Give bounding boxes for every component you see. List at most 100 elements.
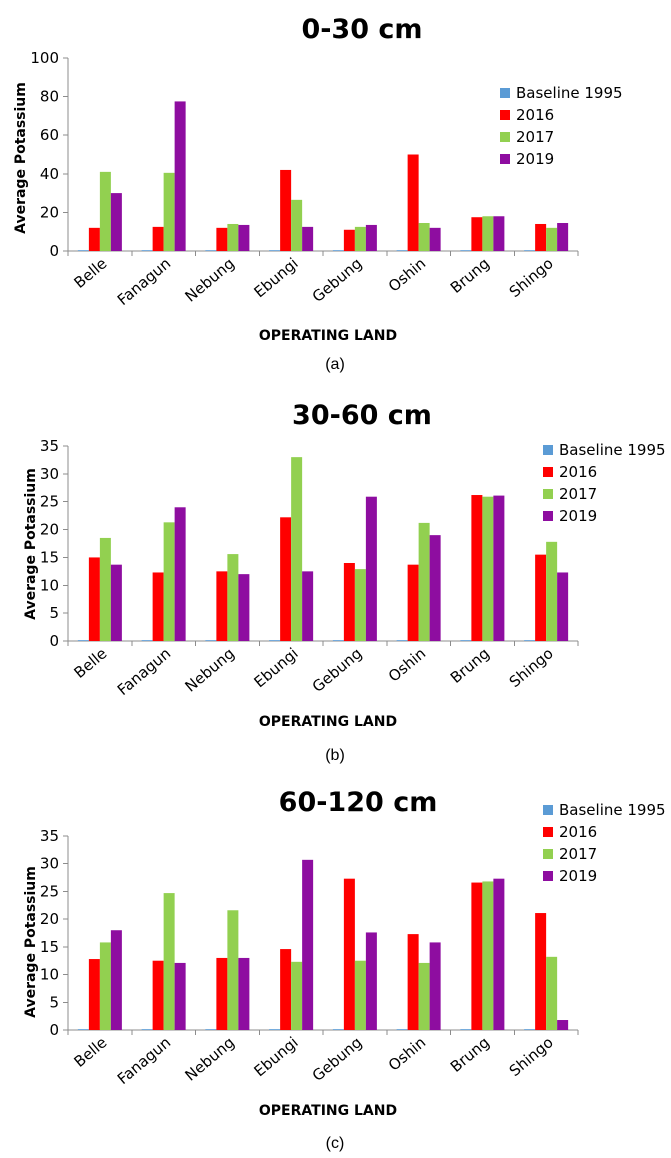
panel-caption: (c) — [326, 1135, 345, 1152]
bar-2016-fanagun — [152, 960, 164, 1030]
y-tick-label: 5 — [49, 604, 59, 622]
y-tick-label: 20 — [40, 910, 59, 928]
x-axis-label: OPERATING LAND — [259, 1103, 397, 1119]
legend-label: 2017 — [559, 485, 597, 503]
x-axis-label: OPERATING LAND — [259, 714, 397, 730]
bar-2016-shingo — [535, 223, 547, 251]
bar-baseline-1995-nebung — [205, 250, 217, 251]
y-tick-label: 25 — [40, 493, 59, 511]
bar-2019-brung — [493, 878, 505, 1030]
bar-2016-fanagun — [152, 572, 164, 641]
legend-item: 2019 — [543, 867, 597, 885]
x-category-label: Fanagun — [114, 1033, 174, 1088]
bar-baseline-1995-gebung — [332, 250, 344, 251]
bar-baseline-1995-shingo — [524, 250, 536, 251]
bar-baseline-1995-ebungi — [269, 640, 281, 641]
y-tick-label: 10 — [40, 576, 59, 594]
bar-2017-ebungi — [291, 199, 303, 251]
bar-2016-nebung — [216, 227, 228, 251]
x-category-label: Ebungi — [251, 644, 302, 691]
bar-2016-belle — [88, 557, 100, 641]
chart-title: 60-120 cm — [279, 787, 438, 818]
bar-2019-fanagun — [174, 962, 186, 1030]
x-category-label: Nebung — [182, 254, 238, 305]
bar-2019-oshin — [429, 942, 441, 1030]
legend-swatch — [543, 489, 553, 499]
bar-2017-brung — [482, 881, 494, 1030]
bar-2016-belle — [88, 959, 100, 1030]
bar-2017-fanagun — [163, 893, 175, 1030]
y-tick-label: 80 — [40, 88, 59, 106]
plot-area: 0 20 40 60 80 100 Belle Fanagun Nebung Ebungi Gebu… — [30, 49, 579, 309]
legend: Baseline 1995 2016 2017 2019 — [543, 441, 666, 525]
panel-caption: (b) — [325, 747, 345, 764]
bar-2019-gebung — [365, 224, 377, 251]
legend-item: 2019 — [543, 507, 597, 525]
legend-label: 2016 — [516, 106, 554, 124]
legend-item: 2017 — [500, 128, 554, 146]
y-tick-label: 40 — [40, 165, 59, 183]
bar-2017-brung — [482, 216, 494, 251]
x-category-label: Brung — [447, 1033, 493, 1076]
bar-baseline-1995-ebungi — [269, 1029, 281, 1030]
y-tick-label: 15 — [40, 938, 59, 956]
y-tick-label: 30 — [40, 465, 59, 483]
chart-title: 30-60 cm — [292, 400, 432, 431]
legend-swatch — [500, 110, 510, 120]
legend-item: 2016 — [543, 463, 597, 481]
x-category-label: Gebung — [309, 644, 366, 696]
x-category-label: Shingo — [506, 644, 557, 691]
y-tick-label: 10 — [40, 966, 59, 984]
bar-2016-fanagun — [152, 226, 164, 252]
legend-label: 2016 — [559, 463, 597, 481]
x-category-label: Fanagun — [114, 254, 174, 309]
bar-2017-gebung — [354, 960, 366, 1030]
bar-baseline-1995-gebung — [332, 640, 344, 641]
bar-2017-belle — [99, 537, 111, 641]
x-category-label: Oshin — [385, 1033, 429, 1074]
x-category-label: Belle — [70, 1033, 110, 1071]
x-category-label: Gebung — [309, 254, 366, 306]
legend-swatch — [543, 849, 553, 859]
bar-2019-fanagun — [174, 101, 186, 251]
bar-2019-shingo — [557, 223, 569, 251]
bar-2017-nebung — [227, 910, 239, 1030]
legend-item: Baseline 1995 — [543, 441, 666, 459]
legend-label: Baseline 1995 — [559, 441, 666, 459]
bar-2019-belle — [110, 193, 122, 251]
legend-label: 2017 — [516, 128, 554, 146]
y-tick-label: 5 — [49, 993, 59, 1011]
y-axis-label: Average Potassium — [23, 866, 39, 1018]
bar-2019-oshin — [429, 535, 441, 641]
chart-title: 0-30 cm — [301, 14, 422, 45]
x-category-label: Fanagun — [114, 644, 174, 699]
bar-2017-fanagun — [163, 172, 175, 251]
y-tick-label: 25 — [40, 882, 59, 900]
bar-2016-nebung — [216, 957, 228, 1030]
y-tick-label: 0 — [49, 1021, 59, 1039]
bar-2017-gebung — [354, 569, 366, 641]
bar-2017-ebungi — [291, 961, 303, 1030]
bar-baseline-1995-belle — [77, 1029, 89, 1030]
bar-2016-brung — [471, 495, 483, 641]
y-axis-label: Average Potassium — [23, 468, 39, 620]
bar-2017-shingo — [546, 956, 558, 1030]
bar-2019-oshin — [429, 227, 441, 251]
bar-2019-shingo — [557, 572, 569, 641]
bar-baseline-1995-nebung — [205, 1029, 217, 1030]
legend-label: 2019 — [559, 507, 597, 525]
legend-swatch — [543, 871, 553, 881]
bar-baseline-1995-brung — [460, 250, 472, 251]
legend: Baseline 1995 2016 2017 2019 — [500, 84, 623, 168]
x-category-label: Belle — [70, 644, 110, 682]
bar-baseline-1995-shingo — [524, 640, 536, 641]
bar-baseline-1995-brung — [460, 1029, 472, 1030]
bar-2019-fanagun — [174, 507, 186, 641]
bar-baseline-1995-fanagun — [141, 1029, 153, 1030]
bar-2016-ebungi — [280, 949, 292, 1030]
bar-baseline-1995-gebung — [332, 1029, 344, 1030]
bar-2016-brung — [471, 217, 483, 251]
y-tick-label: 35 — [40, 827, 59, 845]
bar-baseline-1995-belle — [77, 250, 89, 251]
y-tick-label: 20 — [40, 521, 59, 539]
